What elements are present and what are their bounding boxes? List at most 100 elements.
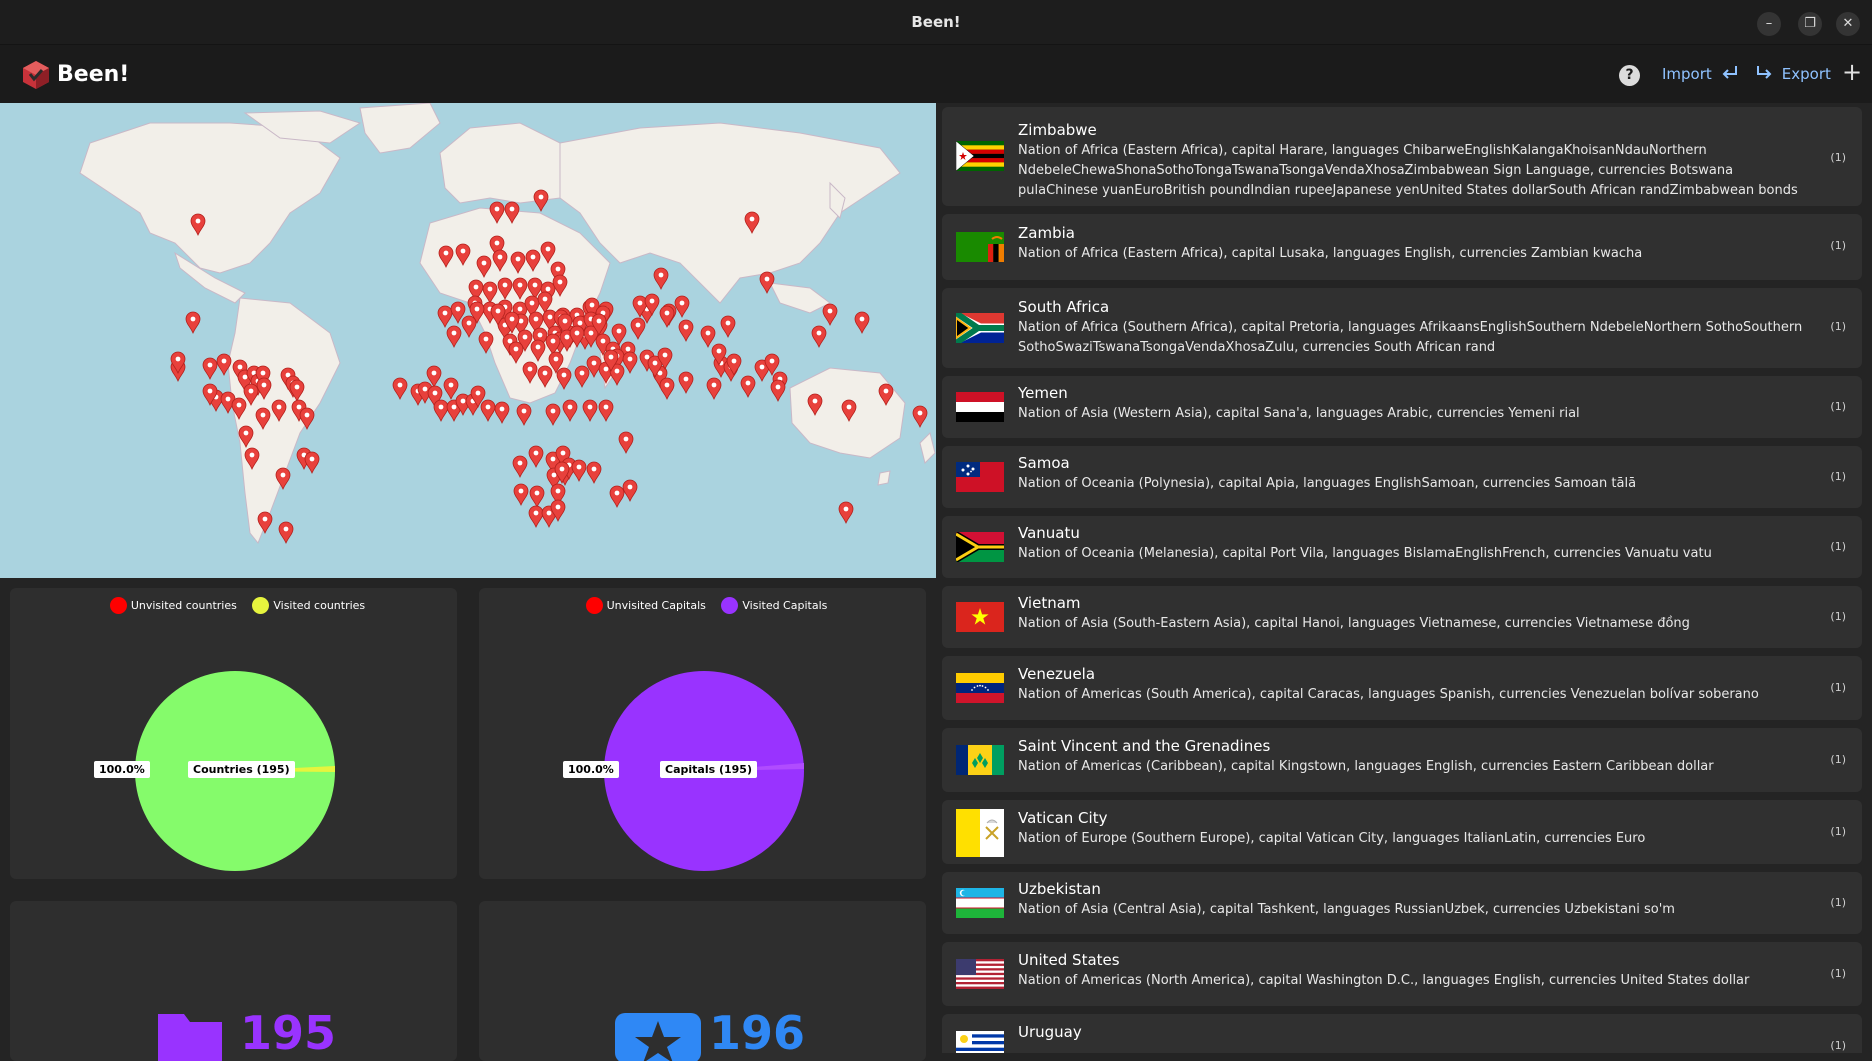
map-marker-icon[interactable] xyxy=(678,371,694,394)
country-row-vatican-city[interactable]: Vatican City Nation of Europe (Southern … xyxy=(942,800,1862,864)
import-icon xyxy=(1722,66,1737,79)
countries-count: 195 xyxy=(240,1006,337,1060)
map-marker-icon[interactable] xyxy=(582,399,598,422)
help-button[interactable]: ? xyxy=(1619,65,1640,86)
country-name: Saint Vincent and the Grenadines xyxy=(1018,737,1271,755)
map-marker-icon[interactable] xyxy=(811,325,827,348)
country-row-samoa[interactable]: Samoa Nation of Oceania (Polynesia), cap… xyxy=(942,446,1862,508)
map-marker-icon[interactable] xyxy=(529,485,545,508)
country-row-venezuela[interactable]: Venezuela Nation of Americas (South Amer… xyxy=(942,656,1862,720)
map-marker-icon[interactable] xyxy=(630,317,646,340)
export-button[interactable]: Export xyxy=(1755,65,1831,83)
map-marker-icon[interactable] xyxy=(202,357,218,380)
map-marker-icon[interactable] xyxy=(574,365,590,388)
map-marker-icon[interactable] xyxy=(622,479,638,502)
country-row-yemen[interactable]: Yemen Nation of Asia (Western Asia), cap… xyxy=(942,376,1862,438)
app-name: Been! xyxy=(57,62,130,87)
map-marker-icon[interactable] xyxy=(443,377,459,400)
import-button[interactable]: Import xyxy=(1662,65,1739,83)
country-description: Nation of Asia (South-Eastern Asia), cap… xyxy=(1018,616,1690,631)
country-row-united-states[interactable]: United States Nation of Americas (North … xyxy=(942,942,1862,1006)
close-button[interactable]: ✕ xyxy=(1836,12,1860,36)
map-marker-icon[interactable] xyxy=(854,311,870,334)
map-marker-icon[interactable] xyxy=(598,399,614,422)
map-marker-icon[interactable] xyxy=(461,315,477,338)
map-marker-icon[interactable] xyxy=(822,303,838,326)
country-visit-count: (1) xyxy=(1830,470,1846,483)
map-marker-icon[interactable] xyxy=(513,483,529,506)
map-marker-icon[interactable] xyxy=(720,315,736,338)
country-visit-count: (1) xyxy=(1830,239,1846,252)
map-marker-icon[interactable] xyxy=(609,485,625,508)
add-button[interactable]: + xyxy=(1842,58,1863,86)
legend-unvisited-countries-swatch xyxy=(109,597,127,614)
map-marker-icon[interactable] xyxy=(446,325,462,348)
map-marker-icon[interactable] xyxy=(770,379,786,402)
map-marker-icon[interactable] xyxy=(659,377,675,400)
country-row-uruguay[interactable]: Uruguay (1) xyxy=(942,1014,1862,1053)
map-marker-icon[interactable] xyxy=(528,505,544,528)
map-marker-icon[interactable] xyxy=(494,401,510,424)
flag-united-states-icon xyxy=(956,959,1004,989)
map-marker-icon[interactable] xyxy=(659,305,675,328)
map-marker-icon[interactable] xyxy=(622,351,638,374)
map-marker-icon[interactable] xyxy=(392,377,408,400)
country-row-vietnam[interactable]: Vietnam Nation of Asia (South-Eastern As… xyxy=(942,586,1862,648)
country-row-vanuatu[interactable]: Vanuatu Nation of Oceania (Melanesia), c… xyxy=(942,516,1862,578)
country-name: United States xyxy=(1018,951,1120,969)
flag-uruguay-icon xyxy=(956,1031,1004,1053)
map-marker-icon[interactable] xyxy=(480,399,496,422)
map-marker-icon[interactable] xyxy=(706,377,722,400)
map-marker-icon[interactable] xyxy=(278,521,294,544)
map-marker-icon[interactable] xyxy=(586,461,602,484)
minimize-button[interactable]: – xyxy=(1757,12,1781,36)
country-description: Nation of Americas (North America), capi… xyxy=(1018,973,1750,988)
folder-icon xyxy=(158,1014,222,1061)
map-marker-icon[interactable] xyxy=(185,311,201,334)
countries-legend: Unvisited countries Visited countries xyxy=(10,597,457,614)
flag-yemen-icon xyxy=(956,392,1004,422)
legend-visited-capitals-swatch xyxy=(721,597,739,614)
map-marker-icon[interactable] xyxy=(304,451,320,474)
country-description: Nation of Asia (Central Asia), capital T… xyxy=(1018,902,1675,917)
legend-unvisited-capitals: Unvisited Capitals xyxy=(606,599,706,612)
country-row-saint-vincent-and-the-grenadines[interactable]: Saint Vincent and the Grenadines Nation … xyxy=(942,728,1862,792)
map-marker-icon[interactable] xyxy=(545,403,561,426)
map-marker-icon[interactable] xyxy=(437,305,453,328)
map-marker-icon[interactable] xyxy=(678,319,694,342)
map-marker-icon[interactable] xyxy=(433,399,449,422)
country-row-south-africa[interactable]: South Africa Nation of Africa (Southern … xyxy=(942,288,1862,368)
country-name: Samoa xyxy=(1018,454,1070,472)
map-marker-icon[interactable] xyxy=(618,431,634,454)
flag-vanuatu-icon xyxy=(956,532,1004,562)
map-marker-icon[interactable] xyxy=(528,445,544,468)
map-marker-icon[interactable] xyxy=(562,399,578,422)
country-row-uzbekistan[interactable]: Uzbekistan Nation of Asia (Central Asia)… xyxy=(942,872,1862,934)
map-marker-icon[interactable] xyxy=(653,267,669,290)
country-list[interactable]: Zimbabwe Nation of Africa (Eastern Afric… xyxy=(936,103,1872,1053)
export-label: Export xyxy=(1781,65,1831,83)
country-name: Uzbekistan xyxy=(1018,880,1101,898)
map-marker-icon[interactable] xyxy=(912,405,928,428)
map-marker-icon[interactable] xyxy=(700,325,716,348)
country-visit-count: (1) xyxy=(1830,151,1846,164)
map-marker-icon[interactable] xyxy=(571,459,587,482)
world-map[interactable] xyxy=(0,103,936,578)
export-icon xyxy=(1757,66,1772,79)
country-visit-count: (1) xyxy=(1830,610,1846,623)
country-row-zimbabwe[interactable]: Zimbabwe Nation of Africa (Eastern Afric… xyxy=(942,107,1862,206)
country-description: Nation of Europe (Southern Europe), capi… xyxy=(1018,831,1646,846)
map-marker-icon[interactable] xyxy=(512,455,528,478)
map-marker-icon[interactable] xyxy=(516,403,532,426)
flag-saint-vincent-icon xyxy=(956,745,1004,775)
map-marker-icon[interactable] xyxy=(740,375,756,398)
country-name: Zambia xyxy=(1018,224,1075,242)
country-row-zambia[interactable]: Zambia Nation of Africa (Eastern Africa)… xyxy=(942,214,1862,280)
map-marker-icon[interactable] xyxy=(674,295,690,318)
restore-button[interactable]: ❐ xyxy=(1798,12,1822,36)
map-marker-icon[interactable] xyxy=(533,189,549,212)
map-marker-icon[interactable] xyxy=(838,501,854,524)
map-marker-icon[interactable] xyxy=(759,271,775,294)
country-description: Nation of Oceania (Polynesia), capital A… xyxy=(1018,476,1637,491)
country-visit-count: (1) xyxy=(1830,967,1846,980)
